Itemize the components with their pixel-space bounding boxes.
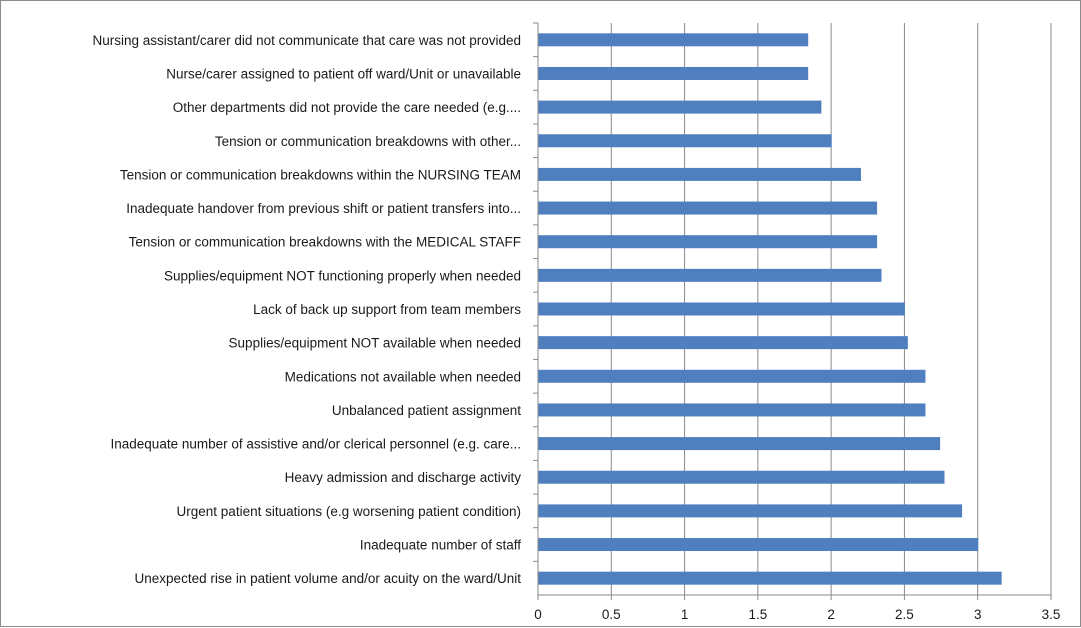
bars <box>538 33 1002 585</box>
bar <box>538 33 809 47</box>
bar <box>538 504 963 518</box>
bar <box>538 302 905 316</box>
category-label: Unbalanced patient assignment <box>332 403 521 418</box>
category-label: Other departments did not provide the ca… <box>173 100 521 115</box>
category-label: Supplies/equipment NOT available when ne… <box>229 336 521 351</box>
x-tick-label: 3.5 <box>1042 607 1061 622</box>
category-labels: Nursing assistant/carer did not communic… <box>93 33 522 586</box>
category-label: Inadequate number of assistive and/or cl… <box>111 437 521 452</box>
bar <box>538 100 822 114</box>
category-label: Inadequate number of staff <box>360 538 521 553</box>
bar <box>538 167 861 181</box>
x-tick-label: 1.5 <box>748 607 767 622</box>
x-tick-label: 2.5 <box>895 607 914 622</box>
category-label: Tension or communication breakdowns with… <box>215 134 521 149</box>
category-label: Nurse/carer assigned to patient off ward… <box>166 66 521 81</box>
axes <box>533 22 1052 600</box>
bar <box>538 336 908 350</box>
category-label: Urgent patient situations (e.g worsening… <box>177 504 521 519</box>
bar <box>538 235 878 249</box>
category-label: Tension or communication breakdowns with… <box>129 235 521 250</box>
bar <box>538 369 926 383</box>
bar <box>538 134 832 148</box>
bar <box>538 538 979 552</box>
x-tick-label: 2 <box>827 607 835 622</box>
x-tick-labels: 0 0.5 1 1.5 2 2.5 3 3.5 <box>534 607 1060 622</box>
bar <box>538 268 882 282</box>
category-label: Unexpected rise in patient volume and/or… <box>135 571 522 586</box>
bar <box>538 201 878 215</box>
bar <box>538 66 809 80</box>
category-label: Medications not available when needed <box>285 369 521 384</box>
x-tick-label: 1 <box>681 607 689 622</box>
x-tick-label: 3 <box>974 607 982 622</box>
category-label: Lack of back up support from team member… <box>253 302 521 317</box>
category-label: Nursing assistant/carer did not communic… <box>93 33 521 48</box>
category-label: Inadequate handover from previous shift … <box>126 201 521 216</box>
category-label: Supplies/equipment NOT functioning prope… <box>164 268 521 283</box>
bar <box>538 437 941 451</box>
bar <box>538 403 926 417</box>
bar <box>538 571 1002 585</box>
x-tick-label: 0.5 <box>602 607 621 622</box>
x-tick-label: 0 <box>534 607 542 622</box>
category-label: Heavy admission and discharge activity <box>285 470 522 485</box>
category-label: Tension or communication breakdowns with… <box>120 167 521 182</box>
bar <box>538 470 945 484</box>
